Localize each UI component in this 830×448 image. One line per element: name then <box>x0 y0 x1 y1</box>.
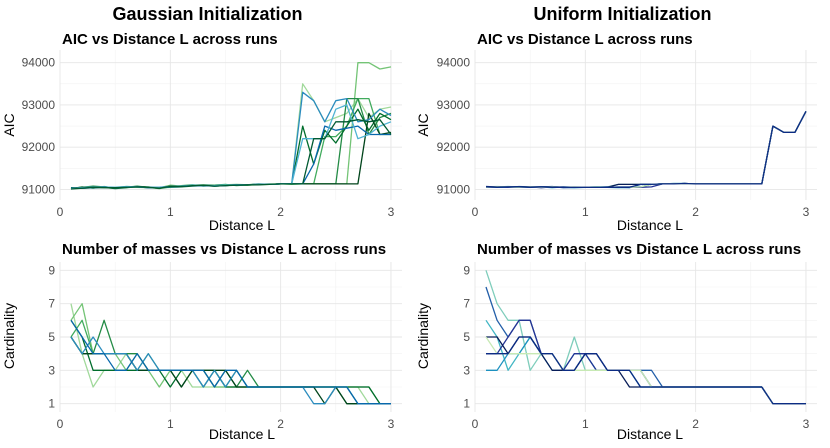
y-axis-label: AIC <box>1 113 17 136</box>
series-line-run3 <box>70 319 391 405</box>
series-line-run2 <box>485 110 807 189</box>
y-axis-label: Cardinality <box>1 303 17 369</box>
y-tick-label: 92000 <box>22 140 56 154</box>
x-tick-label: 1 <box>582 417 589 431</box>
series-line-run5 <box>70 108 392 190</box>
series-line-run5 <box>486 319 806 405</box>
y-tick-label: 3 <box>48 363 55 377</box>
y-tick-label: 5 <box>463 330 470 344</box>
x-tick-label: 2 <box>277 205 284 219</box>
series-line-run3 <box>70 97 391 190</box>
y-tick-label: 91000 <box>437 182 471 196</box>
series-line-run7 <box>485 110 807 188</box>
y-tick-label: 7 <box>463 297 470 311</box>
x-tick-label: 0 <box>472 205 479 219</box>
right-column-title: Uniform Initialization <box>533 4 712 24</box>
x-tick-label: 2 <box>692 205 699 219</box>
panel-title: AIC vs Distance L across runs <box>477 31 693 48</box>
x-tick-label: 1 <box>582 205 589 219</box>
x-tick-label: 1 <box>167 205 174 219</box>
series-line-run10 <box>70 119 392 190</box>
series-line-run4 <box>70 319 391 405</box>
x-axis-label: Distance L <box>209 217 275 233</box>
y-tick-label: 5 <box>48 330 55 344</box>
x-tick-label: 1 <box>167 417 174 431</box>
series-line-run4 <box>485 110 807 189</box>
series-line-run4 <box>485 286 806 405</box>
y-tick-label: 7 <box>48 297 55 311</box>
panel-title: AIC vs Distance L across runs <box>62 31 278 48</box>
series-line-run8 <box>70 319 391 405</box>
y-axis-label: AIC <box>415 113 431 136</box>
gauss_aic-panel: 0 1 2 3 91000 92000 93000 94000 AIC vs Distance … <box>1 31 402 233</box>
y-tick-label: 92000 <box>437 140 471 154</box>
y-tick-label: 93000 <box>22 98 56 112</box>
series-line-run1 <box>485 110 807 188</box>
y-tick-label: 1 <box>463 397 470 411</box>
y-tick-label: 94000 <box>22 56 56 70</box>
x-tick-label: 0 <box>57 417 64 431</box>
y-tick-label: 94000 <box>437 56 471 70</box>
x-axis-label: Distance L <box>209 426 275 442</box>
y-tick-label: 3 <box>463 363 470 377</box>
series-line-run8 <box>486 336 806 405</box>
x-tick-label: 3 <box>388 205 395 219</box>
left-column-title: Gaussian Initialization <box>112 4 303 24</box>
x-tick-label: 3 <box>388 417 395 431</box>
x-tick-label: 0 <box>472 417 479 431</box>
series-line-run5 <box>485 110 807 189</box>
x-tick-label: 3 <box>803 205 810 219</box>
y-tick-label: 91000 <box>22 182 56 196</box>
y-tick-label: 9 <box>463 263 470 277</box>
x-axis-label: Distance L <box>617 217 683 233</box>
y-tick-label: 9 <box>48 263 55 277</box>
series-line-run3 <box>485 110 807 189</box>
unif_aic-panel: 0 1 2 3 91000 92000 93000 94000 AIC vs Distance … <box>415 31 817 233</box>
x-axis-label: Distance L <box>617 426 683 442</box>
series-line-run5 <box>70 319 391 405</box>
y-tick-label: 93000 <box>437 98 471 112</box>
series-line-run8 <box>485 110 807 188</box>
panel-title: Number of masses vs Distance L across ru… <box>477 241 801 258</box>
panel-title: Number of masses vs Distance L across ru… <box>62 241 386 258</box>
x-tick-label: 2 <box>692 417 699 431</box>
y-axis-label: Cardinality <box>415 303 431 369</box>
series-line-run6 <box>486 110 807 188</box>
x-tick-label: 2 <box>277 417 284 431</box>
x-tick-label: 0 <box>57 205 64 219</box>
series-line-run8 <box>71 125 391 189</box>
y-tick-label: 1 <box>48 397 55 411</box>
series-line-run4 <box>70 97 392 190</box>
x-tick-label: 3 <box>803 417 810 431</box>
